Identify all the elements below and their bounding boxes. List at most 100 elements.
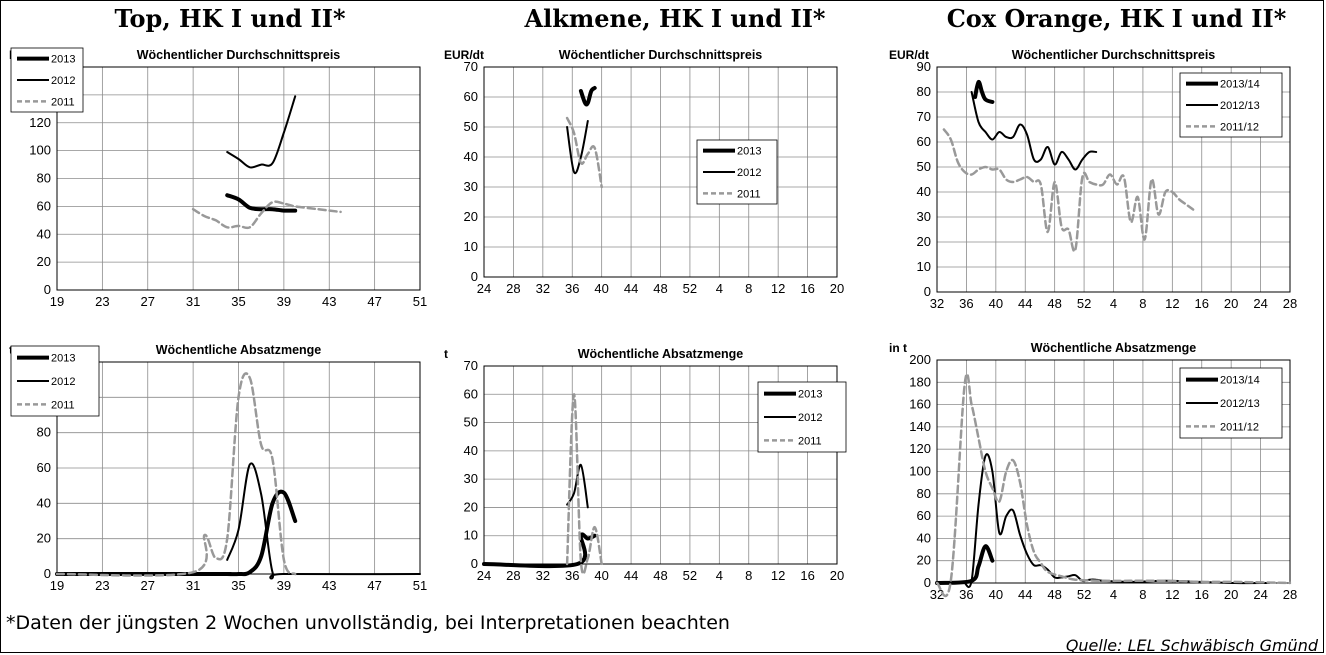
- x-tick-label: 51: [413, 578, 427, 593]
- y-tick-label: 30: [464, 179, 478, 194]
- chart-title: Wöchentlicher Durchschnittspreis: [137, 48, 341, 62]
- legend-label: 2013: [798, 389, 822, 401]
- x-tick-label: 32: [536, 568, 550, 583]
- legend-label: 2013: [51, 54, 75, 66]
- x-tick-label: 44: [624, 568, 638, 583]
- x-tick-label: 47: [367, 578, 381, 593]
- plot-border: [483, 66, 838, 278]
- y-tick-label: 80: [917, 486, 931, 501]
- x-tick-label: 44: [624, 281, 638, 296]
- series-line-2011: [55, 372, 297, 577]
- x-tick-label: 48: [1047, 296, 1061, 311]
- legend-label: 2012: [737, 167, 761, 179]
- series-line-2012: [566, 120, 589, 175]
- x-tick-label: 43: [322, 294, 336, 309]
- legend: 2013 2012 2011: [10, 345, 100, 417]
- y-tick-label: 60: [37, 198, 51, 213]
- x-tick-label: 27: [141, 578, 155, 593]
- y-tick-label: 160: [909, 397, 931, 412]
- series-line-2013: [225, 193, 298, 213]
- x-tick-label: 28: [506, 568, 520, 583]
- x-tick-label: 4: [716, 281, 723, 296]
- x-tick-label: 28: [506, 281, 520, 296]
- x-tick-label: 48: [653, 281, 667, 296]
- y-tick-label: 0: [44, 566, 51, 581]
- legend: 2013/14 2012/13 2011/12: [1179, 367, 1283, 439]
- y-tick-label: 200: [909, 352, 931, 367]
- legend-label: 2012/13: [1220, 100, 1260, 112]
- x-tick-label: 8: [1139, 296, 1146, 311]
- y-tick-label: 80: [37, 425, 51, 440]
- plot-border: [936, 359, 1291, 584]
- x-tick-label: 4: [716, 568, 723, 583]
- legend-label: 2012: [51, 376, 75, 388]
- series-line-2011: [565, 116, 603, 189]
- series-line-2012-13: [963, 453, 1271, 589]
- x-tick-label: 24: [477, 281, 491, 296]
- series-line-2011: [565, 393, 603, 576]
- chart-title: Wöchentliche Absatzmenge: [156, 343, 322, 357]
- y-tick-label: 50: [464, 119, 478, 134]
- legend-label: 2011/12: [1220, 121, 1259, 133]
- x-tick-label: 44: [1018, 296, 1032, 311]
- column-title-top: Top, HK I und II*: [114, 4, 346, 33]
- x-tick-label: 35: [231, 294, 245, 309]
- x-tick-label: 47: [367, 294, 381, 309]
- series-line-2011-12: [935, 372, 1292, 598]
- x-tick-label: 52: [1077, 296, 1091, 311]
- y-unit-label: EUR/dt: [889, 48, 929, 62]
- x-tick-label: 20: [830, 281, 844, 296]
- y-tick-label: 0: [471, 269, 478, 284]
- plot-border: [483, 365, 838, 565]
- x-tick-label: 32: [930, 296, 944, 311]
- y-tick-label: 60: [464, 89, 478, 104]
- series-line-2013: [482, 532, 597, 569]
- legend-label: 2013: [51, 353, 75, 365]
- x-tick-label: 8: [1139, 587, 1146, 602]
- column-title-alkmene: Alkmene, HK I und II*: [524, 4, 826, 33]
- y-tick-label: 40: [917, 184, 931, 199]
- plot-border: [936, 66, 1291, 293]
- x-tick-label: 28: [1283, 587, 1297, 602]
- y-tick-label: 60: [464, 386, 478, 401]
- y-unit-label: t: [444, 347, 448, 361]
- y-tick-label: 140: [909, 419, 931, 434]
- chart-cox-price: EUR/dt Wöchentlicher Durchschnittspreis 0 1…: [889, 48, 1297, 311]
- y-tick-label: 90: [917, 59, 931, 74]
- y-tick-label: 70: [464, 59, 478, 74]
- y-tick-label: 100: [29, 143, 51, 158]
- chart-alkmene-volume: t Wöchentliche Absatzmenge 0 10 20 30 40 50 60 70…: [444, 347, 847, 583]
- legend-label: 2012: [798, 412, 822, 424]
- x-tick-label: 36: [959, 587, 973, 602]
- x-tick-label: 23: [95, 294, 109, 309]
- y-tick-label: 20: [464, 209, 478, 224]
- x-tick-label: 24: [477, 568, 491, 583]
- x-tick-label: 52: [683, 281, 697, 296]
- x-tick-label: 28: [1283, 296, 1297, 311]
- legend-label: 2013: [737, 146, 761, 158]
- y-tick-label: 10: [917, 259, 931, 274]
- y-tick-label: 20: [917, 234, 931, 249]
- y-tick-label: 40: [917, 530, 931, 545]
- series-line-2012: [566, 463, 589, 509]
- x-tick-label: 4: [1110, 296, 1117, 311]
- chart-title: Wöchentliche Absatzmenge: [1031, 341, 1197, 355]
- x-tick-label: 43: [322, 578, 336, 593]
- x-tick-label: 20: [830, 568, 844, 583]
- y-tick-label: 60: [917, 134, 931, 149]
- y-tick-label: 80: [37, 171, 51, 186]
- legend-label: 2011: [51, 96, 75, 108]
- x-tick-label: 32: [930, 587, 944, 602]
- series-line-2013: [55, 489, 298, 577]
- y-tick-label: 20: [37, 254, 51, 269]
- x-tick-label: 12: [1165, 587, 1179, 602]
- series-line-2013-14: [935, 544, 995, 585]
- legend-label: 2012/13: [1220, 398, 1260, 410]
- x-tick-label: 12: [771, 281, 785, 296]
- y-tick-label: 50: [917, 159, 931, 174]
- legend-label: 2012: [51, 75, 75, 87]
- y-tick-label: 70: [917, 109, 931, 124]
- y-tick-label: 80: [917, 84, 931, 99]
- x-tick-label: 32: [536, 281, 550, 296]
